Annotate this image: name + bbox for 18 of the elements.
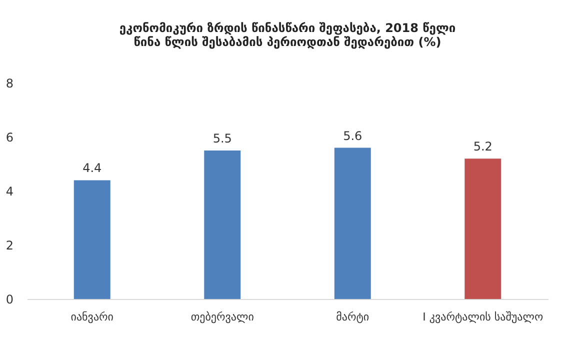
data-label: 5.5 bbox=[212, 132, 232, 146]
bar bbox=[334, 148, 371, 299]
bar bbox=[204, 150, 241, 299]
data-label: 5.6 bbox=[343, 128, 362, 143]
y-tick-label: 4 bbox=[6, 184, 14, 198]
data-label: 5.2 bbox=[473, 140, 492, 154]
x-tick-label: თებერვალი bbox=[190, 310, 254, 324]
y-tick-label: 0 bbox=[6, 292, 14, 306]
x-tick-label: იანვარი bbox=[70, 310, 114, 324]
bar bbox=[464, 158, 502, 299]
chart-title: ეკონომიკური ზრდის წინასწარი შეფასება, 2018 წელი წინა წლის შესაბამის პერიოდთან შედარებით (%) bbox=[119, 21, 456, 49]
bar bbox=[74, 180, 110, 299]
data-label: 4.4 bbox=[82, 161, 102, 176]
y-tick-label: 8 bbox=[6, 76, 14, 90]
x-tick-label: მარტი bbox=[336, 310, 370, 324]
y-tick-label: 2 bbox=[6, 238, 14, 252]
y-tick-label: 6 bbox=[6, 130, 14, 144]
x-tick-label: I კვარტალის საშუალო bbox=[422, 310, 544, 324]
